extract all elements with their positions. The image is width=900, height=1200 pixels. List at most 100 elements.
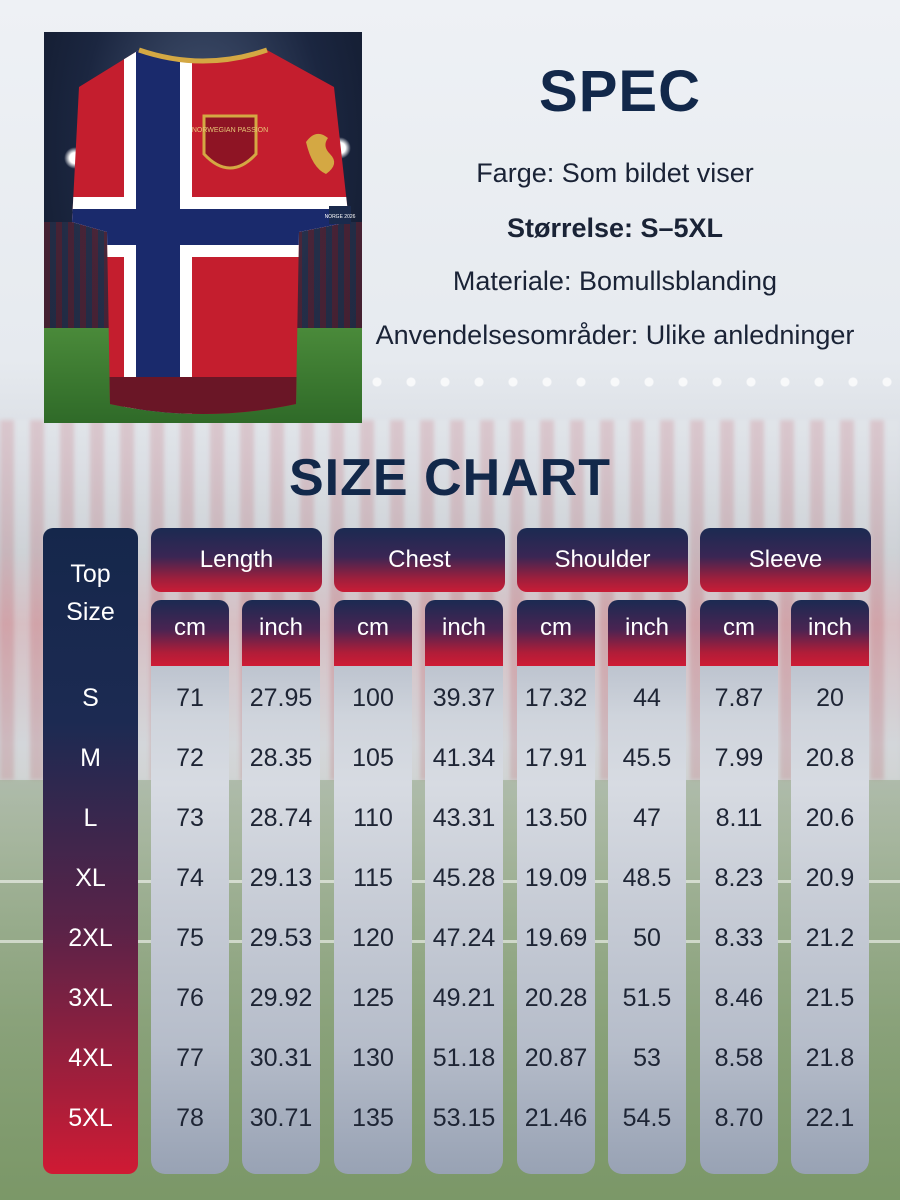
table-cell: 8.70: [714, 1104, 764, 1132]
unit-header: inch: [425, 600, 503, 666]
table-cell: 8.46: [714, 984, 764, 1012]
table-cell: 20.8: [805, 744, 855, 772]
table-cell: 17.91: [524, 744, 588, 772]
table-cell: 29.13: [249, 864, 313, 892]
table-cell: 105: [352, 744, 394, 772]
table-cell: 21.5: [805, 984, 855, 1012]
spec-title: SPEC: [539, 59, 701, 124]
stadium-lights: [360, 372, 900, 392]
table-cell: 115: [353, 864, 393, 892]
size-label: 2XL: [68, 924, 113, 952]
table-cell: 29.53: [249, 924, 313, 952]
table-cell: 76: [176, 984, 204, 1012]
table-cell: 30.31: [249, 1044, 313, 1072]
table-cell: 48.5: [622, 864, 672, 892]
value-column: [791, 654, 869, 1174]
table-cell: 21.46: [524, 1104, 588, 1132]
group-header-sleeve: Sleeve: [700, 528, 871, 592]
spec-material: Materiale: Bomullsblanding: [452, 266, 778, 296]
table-cell: 50: [633, 924, 661, 952]
table-cell: 125: [352, 984, 394, 1012]
table-cell: 39.37: [432, 684, 496, 712]
size-label: XL: [75, 864, 106, 892]
table-cell: 30.71: [249, 1104, 313, 1132]
unit-header: cm: [700, 600, 778, 666]
table-cell: 47: [633, 804, 661, 832]
table-cell: 72: [176, 744, 204, 772]
table-cell: 45.5: [622, 744, 672, 772]
jersey-icon: NORWEGIAN PASSION NORGE 2026: [72, 47, 356, 414]
table-cell: 45.28: [432, 864, 496, 892]
group-header-shoulder: Shoulder: [517, 528, 688, 592]
unit-header: inch: [791, 600, 869, 666]
table-cell: 8.11: [715, 804, 763, 832]
unit-header: inch: [608, 600, 686, 666]
size-label: M: [80, 744, 101, 772]
table-cell: 7.99: [714, 744, 764, 772]
group-header-length: Length: [151, 528, 322, 592]
table-cell: 78: [176, 1104, 204, 1132]
table-cell: 71: [176, 684, 204, 712]
table-cell: 73: [176, 804, 204, 832]
table-cell: 8.58: [714, 1044, 764, 1072]
unit-header: cm: [151, 600, 229, 666]
size-column: [43, 528, 138, 1174]
unit-header: inch: [242, 600, 320, 666]
table-cell: 8.33: [714, 924, 764, 952]
product-image: NORWEGIAN PASSION NORGE 2026: [44, 32, 362, 423]
table-cell: 54.5: [622, 1104, 672, 1132]
spec-usage: Anvendelsesområder: Ulike anledninger: [375, 320, 855, 350]
value-column: [151, 654, 229, 1174]
table-cell: 75: [176, 924, 204, 952]
table-cell: 51.5: [622, 984, 672, 1012]
table-cell: 44: [633, 684, 661, 712]
table-cell: 13.50: [524, 804, 588, 832]
table-cell: 53: [633, 1044, 661, 1072]
table-cell: 28.35: [249, 744, 313, 772]
value-column: [334, 654, 412, 1174]
table-cell: 29.92: [249, 984, 313, 1012]
size-label: L: [83, 804, 98, 832]
table-cell: 19.09: [524, 864, 588, 892]
table-cell: 22.1: [805, 1104, 855, 1132]
unit-header: cm: [334, 600, 412, 666]
table-cell: 20.9: [805, 864, 855, 892]
table-cell: 20.87: [524, 1044, 588, 1072]
table-cell: 21.8: [805, 1044, 855, 1072]
table-cell: 47.24: [432, 924, 496, 952]
table-cell: 74: [176, 864, 204, 892]
table-cell: 27.95: [249, 684, 313, 712]
size-label: 5XL: [68, 1104, 113, 1132]
table-cell: 53.15: [432, 1104, 496, 1132]
table-cell: 8.23: [714, 864, 764, 892]
spec-color: Farge: Som bildet viser: [476, 158, 754, 188]
value-column: [700, 654, 778, 1174]
table-cell: 43.31: [432, 804, 496, 832]
size-label: 4XL: [68, 1044, 113, 1072]
table-cell: 130: [352, 1044, 394, 1072]
table-cell: 110: [353, 804, 393, 832]
table-cell: 51.18: [432, 1044, 496, 1072]
table-cell: 49.21: [432, 984, 496, 1012]
table-cell: 77: [176, 1044, 204, 1072]
table-cell: 41.34: [432, 744, 496, 772]
value-column: [608, 654, 686, 1174]
table-cell: 20: [816, 684, 844, 712]
table-cell: 28.74: [249, 804, 313, 832]
table-cell: 135: [352, 1104, 394, 1132]
table-cell: 120: [352, 924, 394, 952]
unit-header: cm: [517, 600, 595, 666]
table-cell: 21.2: [805, 924, 855, 952]
value-column: [242, 654, 320, 1174]
size-label: S: [82, 684, 99, 712]
sleeve-tag-text: NORGE 2026: [325, 214, 356, 220]
table-cell: 17.32: [524, 684, 588, 712]
spec-size: Størrelse: S–5XL: [506, 213, 724, 243]
table-cell: 20.28: [524, 984, 588, 1012]
table-cell: 7.87: [714, 684, 764, 712]
value-column: [517, 654, 595, 1174]
size-chart-title: SIZE CHART: [289, 449, 611, 507]
value-column: [425, 654, 503, 1174]
group-header-chest: Chest: [334, 528, 505, 592]
table-cell: 19.69: [524, 924, 588, 952]
